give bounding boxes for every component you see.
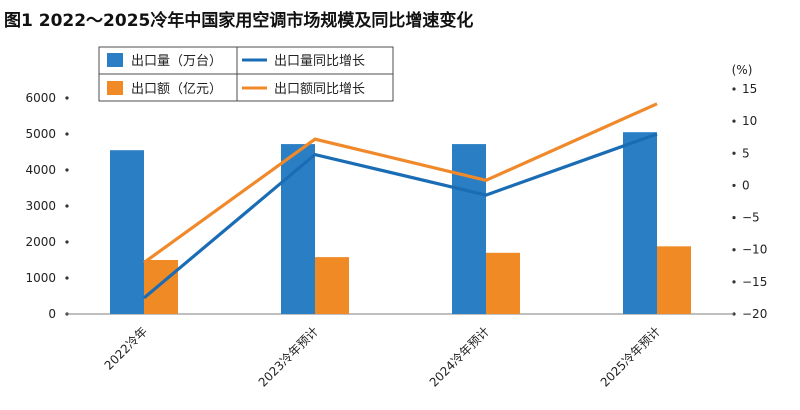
left-axis: 0 1000 2000 3000 4000 5000 6000 [25,91,69,321]
bar-export-volume [281,144,315,314]
bar-export-value [315,257,349,314]
right-tick-label: −10 [742,243,767,257]
left-tick-dot [65,96,69,100]
left-tick-label: 5000 [25,127,56,141]
x-category-label: 2024冷年预计 [427,324,492,389]
right-tick-label: 0 [742,178,750,192]
bar-export-value [657,246,691,314]
left-tick-label: 6000 [25,91,56,105]
left-tick-dot [65,204,69,208]
right-tick-dot [732,151,736,155]
left-tick-label: 0 [48,307,56,321]
chart-title: 图1 2022～2025冷年中国家用空调市场规模及同比增速变化 [4,11,474,31]
x-category-label: 2023冷年预计 [256,324,321,389]
legend-label-value-growth: 出口额同比增长 [274,82,365,97]
x-axis-labels: 2022冷年 2023冷年预计 2024冷年预计 2025冷年预计 [102,324,663,389]
left-tick-label: 2000 [25,235,56,249]
x-category-label: 2022冷年 [102,324,150,372]
legend: 出口量（万台） 出口额（亿元） 出口量同比增长 出口额同比增长 [98,46,394,102]
left-tick-label: 4000 [25,163,56,177]
right-tick-label: 15 [742,82,757,96]
right-axis-unit: (%) [732,63,753,77]
x-category-label: 2025冷年预计 [598,324,663,389]
line-value-growth [143,102,658,264]
bar-export-value [144,260,178,314]
right-tick-dot [732,183,736,188]
right-axis: (%) −20 −15 −10 −5 0 5 10 15 [732,63,768,321]
right-tick-label: −15 [742,275,767,289]
left-tick-label: 1000 [25,271,56,285]
legend-swatch-export-value [107,81,123,95]
growth-lines [142,102,658,300]
right-tick-label: 10 [742,114,757,128]
right-tick-dot [732,215,736,220]
left-tick-dot [65,276,69,280]
right-tick-dot [732,280,736,284]
right-tick-dot [732,248,736,252]
legend-label-volume-growth: 出口量同比增长 [274,54,365,69]
legend-label-export-volume: 出口量（万台） [131,54,222,69]
right-tick-dot [732,119,736,123]
bar-export-volume [110,150,144,314]
right-tick-label: −20 [742,307,767,321]
line-volume-growth [142,132,658,300]
right-tick-label: −5 [742,211,760,225]
right-tick-label: 5 [742,146,750,160]
left-tick-dot [65,240,69,244]
left-tick-label: 3000 [25,199,56,213]
legend-swatch-export-volume [107,53,123,67]
left-tick-dot [65,168,69,172]
right-tick-dot [732,87,736,91]
legend-label-export-value: 出口额（亿元） [131,82,222,97]
bar-export-volume [623,132,657,314]
bar-export-volume [452,144,486,314]
bar-export-value [486,252,520,314]
left-tick-dot [65,132,69,136]
